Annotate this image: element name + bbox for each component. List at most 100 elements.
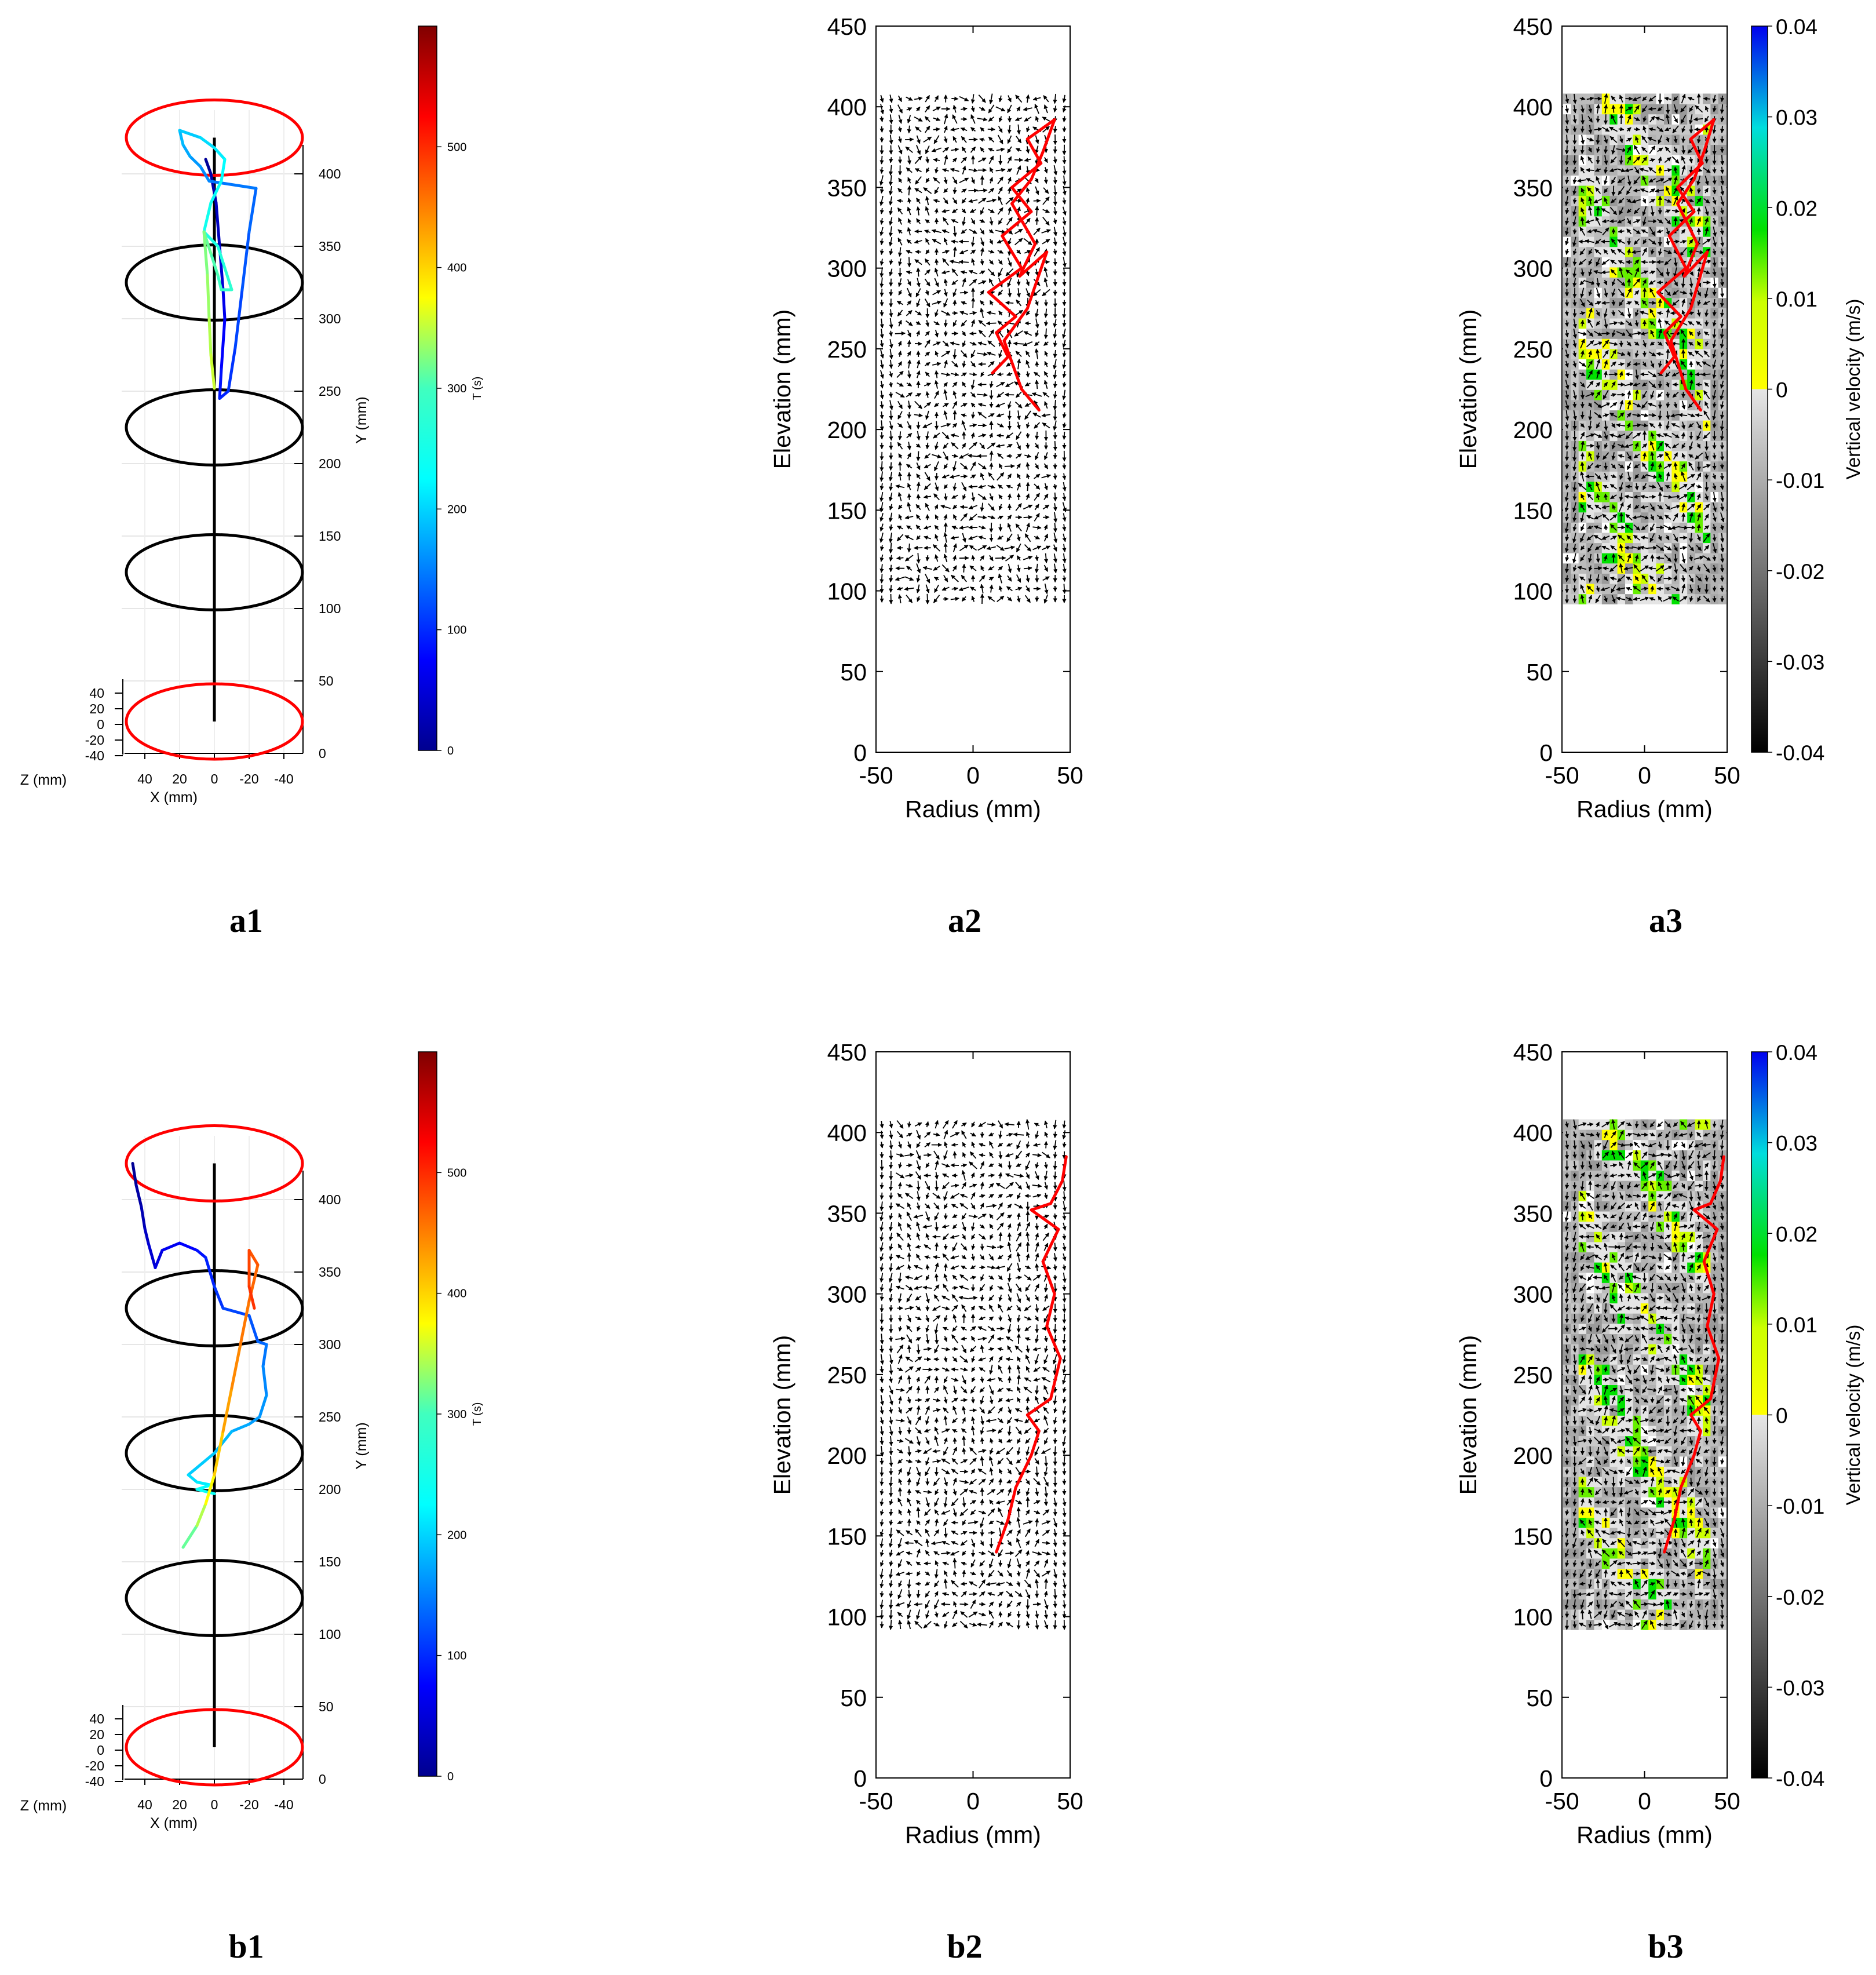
velocity-arrow (977, 545, 987, 551)
velocity-arrow (979, 1153, 986, 1157)
trajectory-segment (206, 274, 211, 320)
velocity-arrow (1712, 299, 1717, 307)
velocity-arrow (916, 1222, 921, 1231)
velocity-arrow (980, 1529, 984, 1537)
y-tick-label: 200 (827, 1442, 867, 1469)
velocity-arrow (906, 1459, 913, 1463)
velocity-arrow (924, 340, 930, 348)
velocity-arrow (1062, 105, 1067, 113)
velocity-arrow (959, 1480, 969, 1484)
velocity-arrow (962, 217, 966, 226)
velocity-arrow (889, 259, 893, 265)
velocity-arrow (1053, 503, 1057, 512)
velocity-arrow (879, 329, 884, 339)
velocity-arrow (1565, 534, 1570, 542)
velocity-arrow (970, 432, 975, 439)
axes-frame (875, 1051, 1071, 1779)
velocity-arrow (916, 1477, 921, 1486)
velocity-arrow (961, 301, 967, 305)
y-tick-label: 300 (827, 1281, 867, 1308)
velocity-arrow (970, 360, 976, 367)
velocity-arrow (961, 1182, 967, 1190)
velocity-arrow (1007, 1204, 1012, 1209)
velocity-arrow (934, 278, 939, 287)
velocity-arrow (977, 1468, 987, 1475)
velocity-arrow (943, 1519, 948, 1526)
velocity-arrow (934, 1387, 939, 1393)
velocity-arrow (905, 1571, 913, 1576)
trajectory-segment (247, 1314, 260, 1343)
velocity-arrow (1008, 238, 1012, 246)
velocity-arrow (896, 556, 904, 560)
velocity-arrow (1034, 1354, 1039, 1365)
velocity-arrow (1572, 410, 1577, 421)
velocity-arrow (1579, 279, 1586, 286)
velocity-arrow (952, 1622, 958, 1627)
velocity-arrow (1007, 1253, 1012, 1260)
velocity-arrow (1572, 236, 1577, 247)
velocity-arrow (979, 1406, 986, 1414)
x-tick-label: 0 (1638, 1788, 1651, 1814)
velocity-arrow (916, 1548, 921, 1558)
x-tick-label: 0 (211, 771, 218, 786)
velocity-arrow (1035, 1233, 1039, 1241)
velocity-arrow (914, 116, 923, 122)
velocity-arrow (987, 484, 995, 489)
velocity-arrow (925, 145, 930, 154)
velocity-arrow (925, 1314, 930, 1322)
velocity-arrow (1024, 382, 1031, 387)
velocity-arrow (907, 206, 911, 216)
velocity-arrow (907, 1203, 912, 1210)
velocity-arrow (1007, 1469, 1012, 1475)
velocity-arrow (1578, 331, 1587, 336)
velocity-arrow (986, 311, 996, 315)
velocity-arrow (897, 1520, 903, 1525)
velocity-arrow (915, 1150, 921, 1160)
velocity-arrow (915, 126, 922, 133)
trajectory-segment (221, 1386, 233, 1433)
particle-track-segment (1045, 1292, 1056, 1328)
velocity-arrow (995, 167, 1006, 172)
velocity-arrow (943, 1273, 948, 1282)
velocity-arrow (952, 1314, 957, 1323)
velocity-arrow (924, 1429, 931, 1433)
velocity-arrow (1601, 331, 1611, 336)
velocity-arrow (961, 228, 968, 234)
velocity-arrow (1062, 1550, 1067, 1557)
velocity-arrow (1016, 288, 1021, 298)
velocity-arrow (1007, 1540, 1012, 1546)
velocity-arrow (879, 1599, 884, 1609)
velocity-arrow (916, 1191, 921, 1201)
velocity-arrow (1025, 1528, 1031, 1537)
velocity-arrow (906, 1530, 913, 1536)
velocity-arrow (943, 1497, 948, 1508)
velocity-arrow (961, 1265, 967, 1270)
velocity-arrow (1034, 513, 1040, 522)
particle-track-segment (1030, 1208, 1060, 1231)
velocity-arrow (897, 525, 903, 530)
velocity-arrow (1035, 380, 1039, 389)
velocity-arrow (961, 1428, 967, 1434)
velocity-arrow (879, 1263, 884, 1272)
velocity-arrow (1014, 1203, 1024, 1209)
velocity-arrow (915, 1449, 922, 1453)
velocity-arrow (1006, 1194, 1013, 1198)
velocity-arrow (906, 270, 913, 275)
velocity-arrow (889, 371, 893, 378)
particle-track-segment (1049, 1179, 1064, 1205)
x-tick-label: 0 (966, 762, 980, 789)
velocity-arrow (897, 361, 903, 367)
velocity-arrow (1015, 1500, 1023, 1505)
velocity-arrow (951, 360, 958, 368)
velocity-arrow (889, 410, 893, 421)
velocity-arrow (1005, 1357, 1013, 1362)
velocity-arrow (907, 155, 911, 165)
velocity-arrow (1025, 279, 1030, 286)
velocity-arrow (1042, 1367, 1050, 1372)
velocity-arrow (914, 1285, 922, 1290)
velocity-arrow (1619, 155, 1623, 165)
velocity-arrow (951, 239, 959, 244)
velocity-arrow (988, 1531, 995, 1535)
velocity-arrow (916, 1436, 921, 1446)
velocity-arrow (960, 1367, 968, 1372)
